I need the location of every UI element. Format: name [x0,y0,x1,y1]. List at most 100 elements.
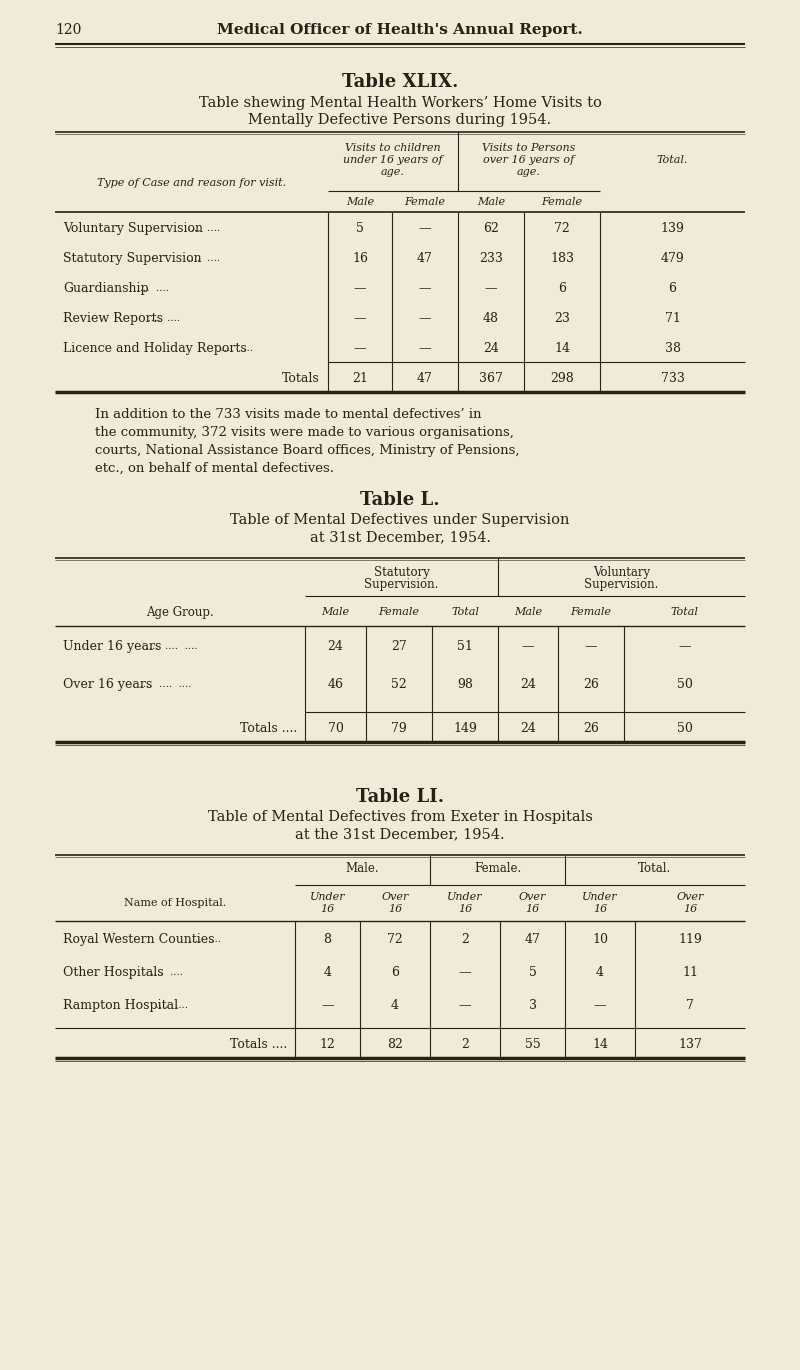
Text: 4: 4 [596,966,604,978]
Text: 367: 367 [479,371,503,385]
Text: 10: 10 [592,933,608,945]
Text: 120: 120 [55,23,82,37]
Text: In addition to the 733 visits made to mental defectives’ in: In addition to the 733 visits made to me… [95,407,482,421]
Text: 8: 8 [323,933,331,945]
Text: Table of Mental Defectives from Exeter in Hospitals: Table of Mental Defectives from Exeter i… [207,810,593,823]
Text: —: — [458,966,471,978]
Text: 298: 298 [550,371,574,385]
Text: Female: Female [542,197,582,207]
Text: 5: 5 [529,966,537,978]
Text: 3: 3 [529,999,537,1011]
Text: Totals ....: Totals .... [240,722,297,734]
Text: at the 31st December, 1954.: at the 31st December, 1954. [295,827,505,841]
Text: Supervision.: Supervision. [364,578,438,590]
Text: Male.: Male. [346,863,379,875]
Text: 7: 7 [686,999,694,1011]
Text: 70: 70 [327,722,343,734]
Text: —: — [354,312,366,325]
Text: Over: Over [382,892,409,901]
Text: 6: 6 [558,282,566,295]
Text: ....  ....: .... .... [181,225,219,233]
Text: 71: 71 [665,312,681,325]
Text: —: — [322,999,334,1011]
Text: 233: 233 [479,252,503,264]
Text: 72: 72 [387,933,403,945]
Text: 47: 47 [525,933,541,945]
Text: Total: Total [670,607,698,616]
Text: Female: Female [378,607,419,616]
Text: Voluntary Supervision: Voluntary Supervision [63,222,203,236]
Text: Table LI.: Table LI. [356,788,444,806]
Text: at 31st December, 1954.: at 31st December, 1954. [310,530,490,544]
Text: 72: 72 [554,222,570,236]
Text: Male: Male [514,607,542,616]
Text: 47: 47 [417,252,433,264]
Text: ....  ....  ....: .... .... .... [133,681,192,689]
Text: 137: 137 [678,1037,702,1051]
Text: ....  ....: .... .... [142,314,180,323]
Text: 38: 38 [665,342,681,355]
Text: 2: 2 [461,933,469,945]
Text: over 16 years of: over 16 years of [483,155,574,164]
Text: —: — [485,282,498,295]
Text: Visits to children: Visits to children [345,142,441,153]
Text: ....  ....: .... .... [182,934,221,944]
Text: —: — [522,640,534,653]
Text: 4: 4 [323,966,331,978]
Text: 50: 50 [677,678,693,692]
Text: 48: 48 [483,312,499,325]
Text: Total.: Total. [638,863,672,875]
Text: —: — [594,999,606,1011]
Text: 16: 16 [526,904,540,914]
Text: 24: 24 [327,640,343,653]
Text: 26: 26 [583,722,599,734]
Text: age.: age. [381,167,405,177]
Text: 16: 16 [388,904,402,914]
Text: 16: 16 [458,904,472,914]
Text: etc., on behalf of mental defectives.: etc., on behalf of mental defectives. [95,462,334,474]
Text: 11: 11 [682,966,698,978]
Text: —: — [585,640,598,653]
Text: ....  ....: .... .... [144,967,183,977]
Text: 119: 119 [678,933,702,945]
Text: Mentally Defective Persons during 1954.: Mentally Defective Persons during 1954. [249,112,551,127]
Text: Over: Over [676,892,704,901]
Text: 47: 47 [417,371,433,385]
Text: 6: 6 [669,282,677,295]
Text: Female: Female [405,197,446,207]
Text: Female.: Female. [474,863,521,875]
Text: 6: 6 [391,966,399,978]
Text: Name of Hospital.: Name of Hospital. [124,897,226,908]
Text: 5: 5 [356,222,364,236]
Text: Over 16 years: Over 16 years [63,678,152,692]
Text: Other Hospitals: Other Hospitals [63,966,164,978]
Text: courts, National Assistance Board offices, Ministry of Pensions,: courts, National Assistance Board office… [95,444,519,456]
Text: —: — [418,282,431,295]
Text: 62: 62 [483,222,499,236]
Text: Table of Mental Defectives under Supervision: Table of Mental Defectives under Supervi… [230,512,570,527]
Text: Over: Over [519,892,546,901]
Text: Statutory Supervision: Statutory Supervision [63,252,202,264]
Text: 23: 23 [554,312,570,325]
Text: 46: 46 [327,678,343,692]
Text: 55: 55 [525,1037,540,1051]
Text: 51: 51 [457,640,473,653]
Text: Under: Under [582,892,618,901]
Text: 149: 149 [453,722,477,734]
Text: 2: 2 [461,1037,469,1051]
Text: Licence and Holiday Reports: Licence and Holiday Reports [63,342,246,355]
Text: ....  ....: .... .... [150,1000,189,1010]
Text: under 16 years of: under 16 years of [343,155,443,164]
Text: 183: 183 [550,252,574,264]
Text: 24: 24 [520,722,536,734]
Text: Review Reports: Review Reports [63,312,163,325]
Text: 52: 52 [391,678,407,692]
Text: 14: 14 [554,342,570,355]
Text: Male: Male [477,197,505,207]
Text: Table XLIX.: Table XLIX. [342,73,458,90]
Text: Male: Male [322,607,350,616]
Text: Visits to Persons: Visits to Persons [482,142,576,153]
Text: 26: 26 [583,678,599,692]
Text: 14: 14 [592,1037,608,1051]
Text: Voluntary: Voluntary [593,566,650,578]
